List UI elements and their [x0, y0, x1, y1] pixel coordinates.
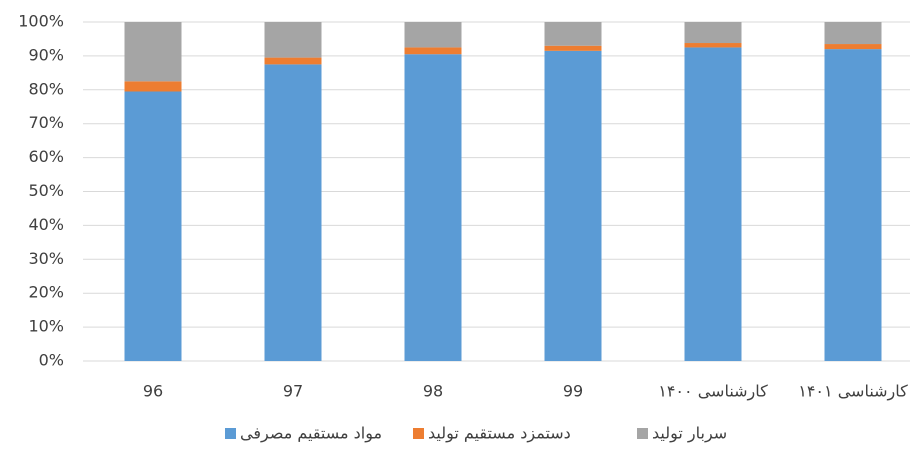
- y-tick-label: 100%: [18, 12, 64, 31]
- bar-segment: [264, 64, 322, 361]
- legend-label: مواد مستقیم مصرفی: [240, 424, 382, 444]
- bar-segment: [124, 81, 182, 92]
- x-tick-label: 97: [283, 382, 303, 401]
- y-tick-label: 40%: [28, 215, 64, 234]
- bar-segment: [404, 47, 462, 55]
- x-tick-label: 98: [423, 382, 443, 401]
- bar-segment: [824, 22, 882, 45]
- legend-label: دستمزد مستقیم تولید: [428, 424, 571, 444]
- y-tick-label: 20%: [28, 283, 64, 302]
- bar-segment: [824, 49, 882, 362]
- y-tick-label: 90%: [28, 45, 64, 64]
- x-tick-label: کارشناسی ۱۴۰۰: [658, 382, 768, 402]
- bar-segment: [684, 47, 742, 362]
- legend-label: سربار تولید: [652, 424, 727, 444]
- y-tick-label: 70%: [28, 113, 64, 132]
- bar-segment: [684, 43, 742, 48]
- y-tick-label: 10%: [28, 317, 64, 336]
- y-tick-label: 30%: [28, 249, 64, 268]
- bar-segment: [404, 54, 462, 362]
- legend-swatch: [225, 428, 236, 439]
- legend-swatch: [413, 428, 424, 439]
- bar-segment: [124, 91, 182, 362]
- x-tick-label: 99: [563, 382, 583, 401]
- bar-segment: [684, 22, 742, 44]
- bar-segment: [544, 50, 602, 361]
- y-tick-label: 50%: [28, 181, 64, 200]
- bar-segment: [824, 44, 882, 50]
- bar-segment: [404, 22, 462, 48]
- bar-segment: [264, 57, 322, 65]
- y-tick-label: 80%: [28, 79, 64, 98]
- bar-segment: [124, 22, 182, 82]
- bar-segment: [544, 45, 602, 51]
- bar-segment: [544, 22, 602, 46]
- legend-swatch: [637, 428, 648, 439]
- bar-segment: [264, 22, 322, 58]
- y-tick-label: 0%: [39, 351, 64, 370]
- x-tick-label: 96: [143, 382, 163, 401]
- x-tick-label: کارشناسی ۱۴۰۱: [798, 382, 908, 402]
- y-tick-label: 60%: [28, 147, 64, 166]
